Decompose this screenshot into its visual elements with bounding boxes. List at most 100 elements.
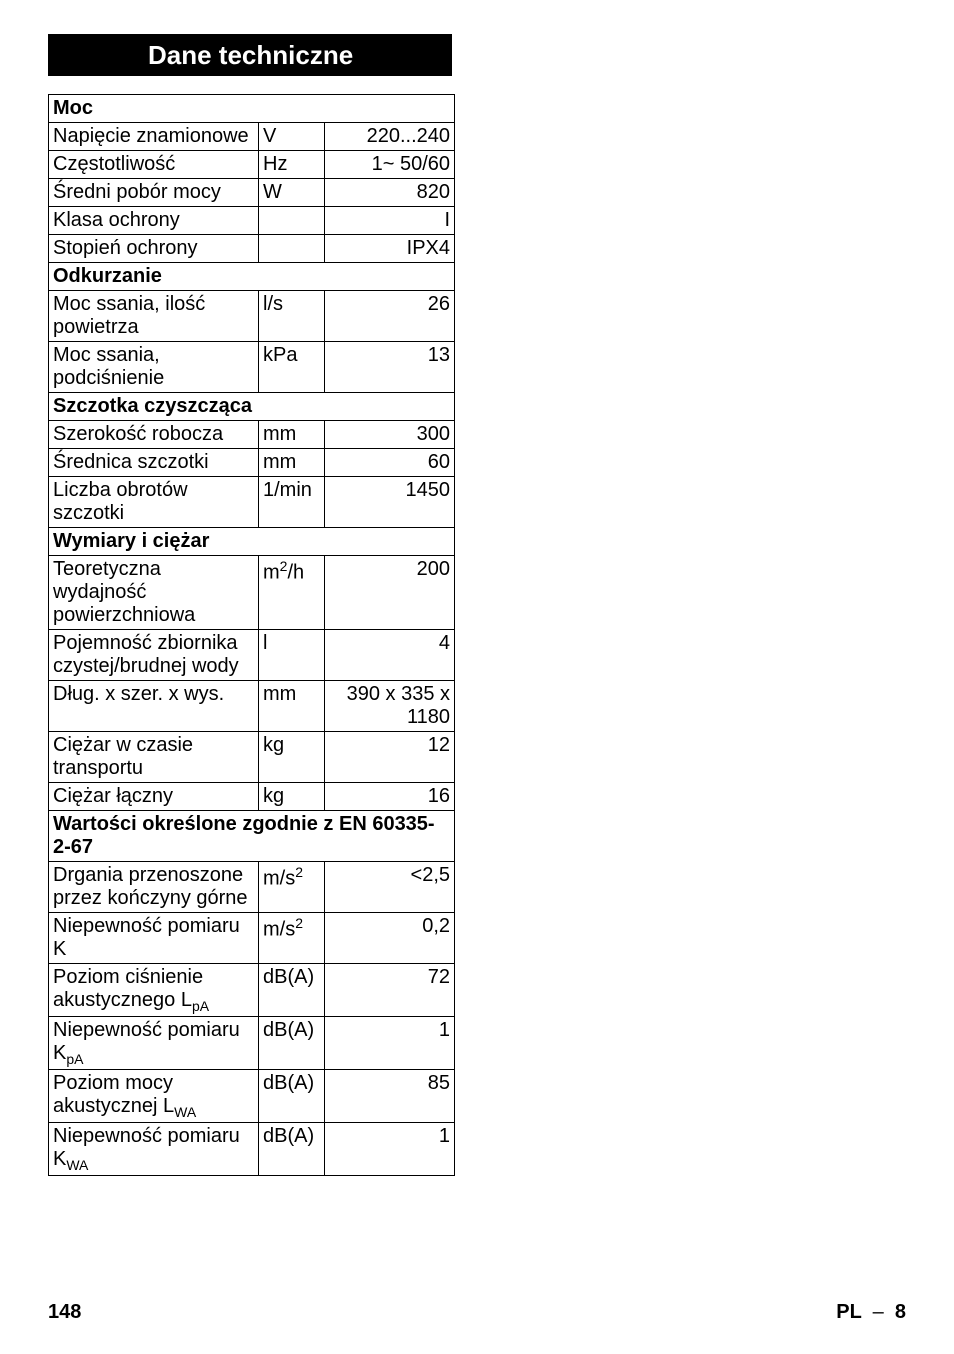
row-label: Szerokość robocza — [49, 421, 259, 449]
row-unit: 1/min — [259, 477, 325, 528]
row-label: Pojemność zbiornika czystej/brudnej wody — [49, 630, 259, 681]
row-label: Ciężar łączny — [49, 783, 259, 811]
row-value: 13 — [325, 342, 455, 393]
page-footer: 148 PL – 8 — [48, 1301, 906, 1324]
row-unit: kg — [259, 783, 325, 811]
table-row: Poziom ciśnienie akustycznego LpAdB(A)72 — [49, 964, 455, 1017]
row-label: Średni pobór mocy — [49, 179, 259, 207]
table-row: Ciężar w czasie transportukg12 — [49, 732, 455, 783]
row-label: Teoretyczna wydajność powierzchniowa — [49, 556, 259, 630]
row-label: Napięcie znamionowe — [49, 123, 259, 151]
table-row: Napięcie znamionoweV220...240 — [49, 123, 455, 151]
row-value: 60 — [325, 449, 455, 477]
row-unit: l — [259, 630, 325, 681]
row-value: I — [325, 207, 455, 235]
footer-page-num-val: 8 — [895, 1301, 906, 1323]
table-row: Pojemność zbiornika czystej/brudnej wody… — [49, 630, 455, 681]
table-row: Drgania przenoszone przez kończyny górne… — [49, 862, 455, 913]
row-value: 4 — [325, 630, 455, 681]
table-row: Moc ssania, ilość powietrzal/s26 — [49, 291, 455, 342]
row-label: Niepewność pomiaru KWA — [49, 1123, 259, 1176]
row-unit: mm — [259, 681, 325, 732]
footer-sep-char: – — [873, 1301, 884, 1323]
row-label: Częstotliwość — [49, 151, 259, 179]
row-unit: l/s — [259, 291, 325, 342]
table-row: CzęstotliwośćHz1~ 50/60 — [49, 151, 455, 179]
table-row: Liczba obrotów szczotki1/min1450 — [49, 477, 455, 528]
spec-table: MocNapięcie znamionoweV220...240Częstotl… — [48, 94, 455, 1176]
table-row: Niepewność pomiaru KpAdB(A)1 — [49, 1017, 455, 1070]
table-row: Moc ssania, podciśnieniekPa13 — [49, 342, 455, 393]
row-value: 1 — [325, 1123, 455, 1176]
table-row: Średnica szczotkimm60 — [49, 449, 455, 477]
row-label: Liczba obrotów szczotki — [49, 477, 259, 528]
section-header: Szczotka czyszcząca — [49, 393, 455, 421]
row-unit — [259, 235, 325, 263]
row-value: 820 — [325, 179, 455, 207]
row-value: 1450 — [325, 477, 455, 528]
row-value: 72 — [325, 964, 455, 1017]
table-row: Niepewność pomiaru KWAdB(A)1 — [49, 1123, 455, 1176]
row-label: Klasa ochrony — [49, 207, 259, 235]
row-value: 390 x 335 x 1180 — [325, 681, 455, 732]
row-unit: m/s2 — [259, 862, 325, 913]
row-value: 16 — [325, 783, 455, 811]
row-label: Moc ssania, ilość powietrza — [49, 291, 259, 342]
row-value: 1~ 50/60 — [325, 151, 455, 179]
table-row: Poziom mocy akustycznej LWAdB(A)85 — [49, 1070, 455, 1123]
section-header: Odkurzanie — [49, 263, 455, 291]
section-header: Wartości określone zgodnie z EN 60335-2-… — [49, 811, 455, 862]
row-value: 220...240 — [325, 123, 455, 151]
footer-page-left: 148 — [48, 1301, 81, 1324]
row-unit: dB(A) — [259, 1017, 325, 1070]
section-header: Moc — [49, 95, 455, 123]
row-value: IPX4 — [325, 235, 455, 263]
row-label: Dług. x szer. x wys. — [49, 681, 259, 732]
row-unit: mm — [259, 449, 325, 477]
row-unit: m2/h — [259, 556, 325, 630]
row-value: 12 — [325, 732, 455, 783]
row-unit — [259, 207, 325, 235]
row-value: 200 — [325, 556, 455, 630]
row-label: Drgania przenoszone przez kończyny górne — [49, 862, 259, 913]
row-value: 85 — [325, 1070, 455, 1123]
row-unit: dB(A) — [259, 964, 325, 1017]
section-banner: Dane techniczne — [48, 34, 452, 76]
row-unit: kPa — [259, 342, 325, 393]
table-row: Szerokość roboczamm300 — [49, 421, 455, 449]
row-value: 0,2 — [325, 913, 455, 964]
row-unit: dB(A) — [259, 1123, 325, 1176]
row-unit: kg — [259, 732, 325, 783]
row-label: Poziom ciśnienie akustycznego LpA — [49, 964, 259, 1017]
section-header: Wymiary i ciężar — [49, 528, 455, 556]
row-label: Stopień ochrony — [49, 235, 259, 263]
row-value: <2,5 — [325, 862, 455, 913]
table-row: Niepewność pomiaru Km/s20,2 — [49, 913, 455, 964]
footer-page-right: PL – 8 — [836, 1301, 906, 1324]
table-row: Ciężar łącznykg16 — [49, 783, 455, 811]
row-label: Średnica szczotki — [49, 449, 259, 477]
row-label: Niepewność pomiaru K — [49, 913, 259, 964]
row-value: 1 — [325, 1017, 455, 1070]
table-row: Średni pobór mocyW820 — [49, 179, 455, 207]
spec-table-wrap: MocNapięcie znamionoweV220...240Częstotl… — [48, 94, 906, 1176]
row-unit: Hz — [259, 151, 325, 179]
banner-title: Dane techniczne — [148, 40, 353, 70]
table-row: Dług. x szer. x wys.mm390 x 335 x 1180 — [49, 681, 455, 732]
row-unit: dB(A) — [259, 1070, 325, 1123]
row-label: Moc ssania, podciśnienie — [49, 342, 259, 393]
table-row: Teoretyczna wydajność powierzchniowam2/h… — [49, 556, 455, 630]
row-label: Poziom mocy akustycznej LWA — [49, 1070, 259, 1123]
row-unit: V — [259, 123, 325, 151]
row-value: 26 — [325, 291, 455, 342]
footer-lang: PL — [836, 1301, 861, 1323]
row-unit: mm — [259, 421, 325, 449]
spec-table-body: MocNapięcie znamionoweV220...240Częstotl… — [49, 95, 455, 1176]
row-label: Ciężar w czasie transportu — [49, 732, 259, 783]
table-row: Stopień ochrony IPX4 — [49, 235, 455, 263]
row-unit: m/s2 — [259, 913, 325, 964]
row-value: 300 — [325, 421, 455, 449]
table-row: Klasa ochrony I — [49, 207, 455, 235]
row-unit: W — [259, 179, 325, 207]
row-label: Niepewność pomiaru KpA — [49, 1017, 259, 1070]
